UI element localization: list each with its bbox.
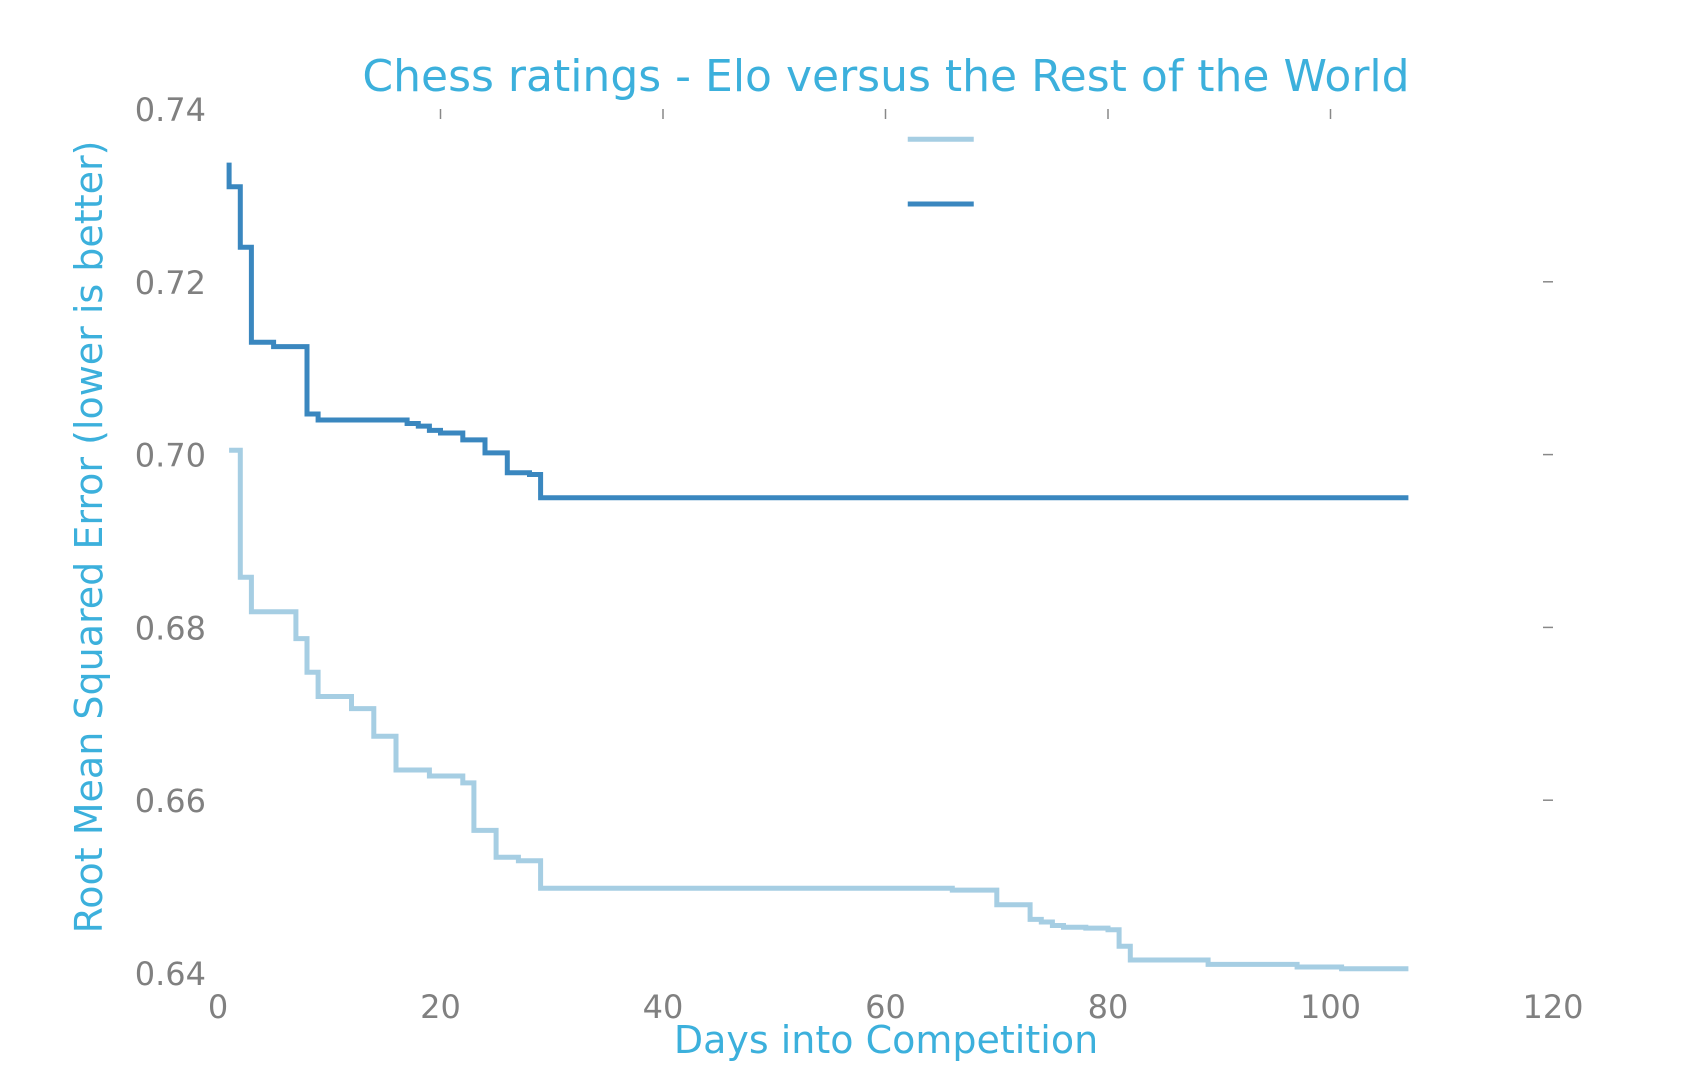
x-tick-label: 120 [1522, 988, 1583, 1026]
plot-area [226, 162, 1409, 972]
y-tick-label: 0.68 [135, 609, 206, 647]
y-tick-label: 0.70 [135, 437, 206, 475]
y-tick-label: 0.74 [135, 91, 206, 129]
x-axis-label: Days into Competition [674, 1018, 1098, 1062]
legend [907, 136, 974, 207]
y-tick-label: 0.64 [135, 955, 206, 993]
x-tick-label: 20 [420, 988, 461, 1026]
y-tick-label: 0.66 [135, 782, 206, 820]
chart-title: Chess ratings - Elo versus the Rest of t… [362, 51, 1409, 102]
y-tick-label: 0.72 [135, 264, 206, 302]
x-tick-label: 80 [1088, 988, 1129, 1026]
series-line-2 [226, 162, 1409, 501]
y-axis-label: Root Mean Squared Error (lower is better… [67, 141, 111, 934]
axis-ticks: 0 20 40 60 80 100 120 0.64 0.66 0.68 0.70 0.72 0.74 [135, 91, 1584, 1026]
x-tick-label: 40 [643, 988, 684, 1026]
x-tick-label: 0 [208, 988, 228, 1026]
x-tick-label: 60 [865, 988, 906, 1026]
x-tick-label: 100 [1300, 988, 1361, 1026]
series-line-1 [229, 447, 1409, 972]
